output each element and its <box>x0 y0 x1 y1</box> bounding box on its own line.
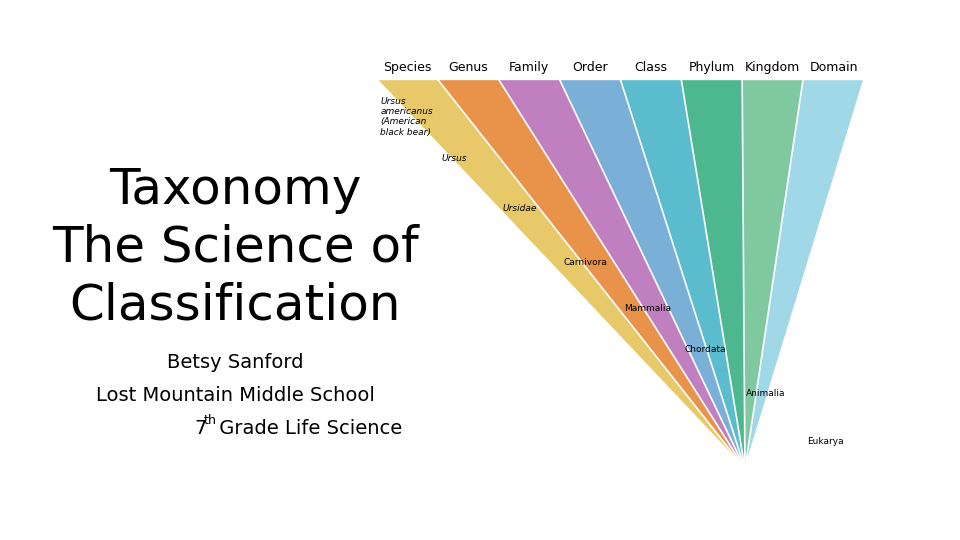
Text: The Science of: The Science of <box>52 224 419 272</box>
Text: Species: Species <box>383 62 431 75</box>
Text: Betsy Sanford: Betsy Sanford <box>167 353 303 372</box>
Text: Ursus: Ursus <box>442 154 467 163</box>
Text: th: th <box>204 414 217 427</box>
Polygon shape <box>376 79 864 469</box>
Polygon shape <box>620 79 864 469</box>
Text: Mammalia: Mammalia <box>624 303 671 313</box>
Text: Ursus
americanus
(American
black bear): Ursus americanus (American black bear) <box>380 97 433 137</box>
Polygon shape <box>560 79 864 469</box>
Text: Genus: Genus <box>448 62 488 75</box>
Text: Classification: Classification <box>69 282 401 330</box>
Text: Class: Class <box>635 62 667 75</box>
Text: Chordata: Chordata <box>685 345 727 354</box>
Text: Kingdom: Kingdom <box>745 62 801 75</box>
Text: Phylum: Phylum <box>688 62 734 75</box>
Text: 7: 7 <box>194 419 206 438</box>
Text: Family: Family <box>509 62 549 75</box>
Text: Ursidae: Ursidae <box>502 204 537 213</box>
Polygon shape <box>498 79 864 469</box>
Text: Animalia: Animalia <box>746 389 785 398</box>
Text: Lost Mountain Middle School: Lost Mountain Middle School <box>96 386 374 405</box>
Text: Order: Order <box>572 62 608 75</box>
Text: Carnivora: Carnivora <box>564 258 607 267</box>
Polygon shape <box>682 79 864 469</box>
Polygon shape <box>745 79 864 469</box>
Text: Eukarya: Eukarya <box>806 437 844 445</box>
Text: Taxonomy: Taxonomy <box>109 166 362 213</box>
Polygon shape <box>438 79 864 469</box>
Text: Grade Life Science: Grade Life Science <box>213 419 402 438</box>
Polygon shape <box>742 79 864 469</box>
Text: Domain: Domain <box>809 62 858 75</box>
